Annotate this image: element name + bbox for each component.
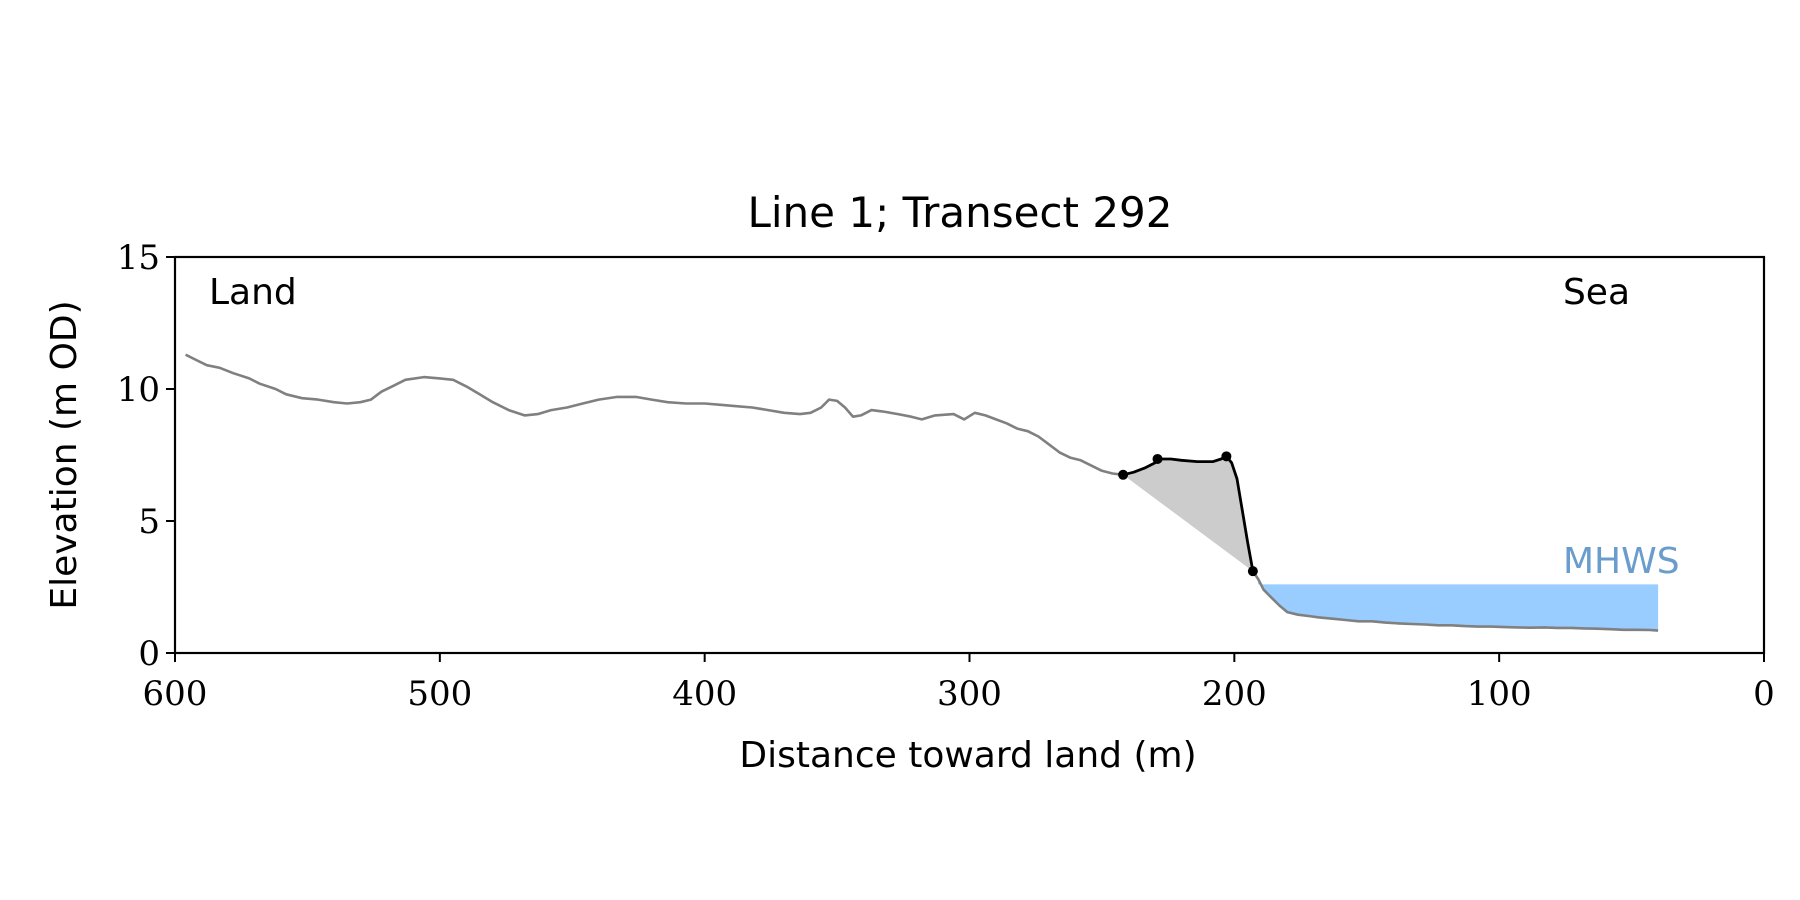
sea-label: Sea	[1563, 272, 1630, 313]
x-tick-label: 0	[1753, 674, 1775, 714]
x-axis-label: Distance toward land (m)	[739, 735, 1196, 776]
dune-marker	[1247, 566, 1258, 577]
water-fill	[1258, 579, 1659, 631]
x-tick-label: 400	[672, 674, 737, 714]
y-axis-label: Elevation (m OD)	[44, 300, 85, 609]
y-axis: 0 5 10 15	[117, 238, 175, 674]
chart-title: Line 1; Transect 292	[747, 188, 1172, 237]
y-tick-label: 0	[138, 634, 160, 674]
dune-marker	[1118, 469, 1129, 480]
x-tick-label: 200	[1202, 674, 1267, 714]
x-tick-label: 500	[407, 674, 472, 714]
land-label: Land	[209, 272, 297, 313]
x-tick-label: 100	[1467, 674, 1532, 714]
y-tick-label: 10	[117, 370, 160, 410]
mhws-label: MHWS	[1563, 541, 1680, 582]
dune-line	[1122, 454, 1255, 572]
dune-marker	[1152, 453, 1163, 464]
profile-line-seaward	[1251, 570, 1659, 632]
plot-area	[185, 353, 1659, 632]
x-tick-label: 600	[143, 674, 208, 714]
x-tick-label: 300	[937, 674, 1002, 714]
dune-volume-shade	[1123, 456, 1253, 572]
y-tick-label: 5	[138, 502, 160, 542]
profile-line-landward	[185, 353, 1124, 477]
x-axis: 600 500 400 300 200 100 0	[143, 653, 1775, 714]
dune-marker	[1221, 451, 1232, 462]
y-tick-label: 15	[117, 238, 160, 278]
